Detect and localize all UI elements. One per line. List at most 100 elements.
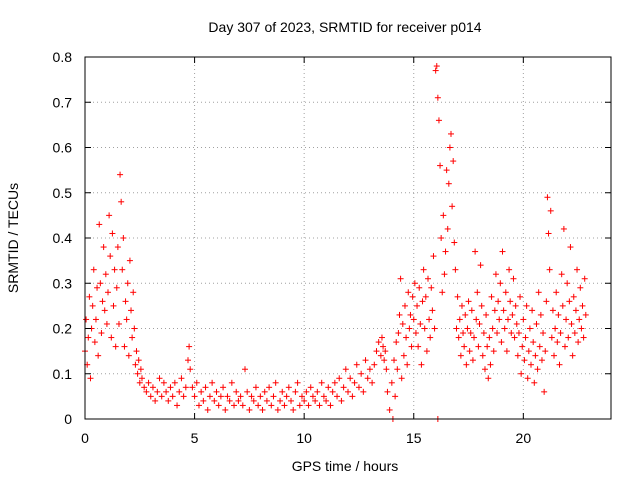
data-point <box>496 316 503 323</box>
data-point <box>396 311 403 318</box>
data-point <box>309 393 316 400</box>
data-point <box>508 330 515 337</box>
data-point <box>429 307 436 314</box>
data-point <box>114 244 121 251</box>
data-point <box>395 330 402 337</box>
data-point <box>555 311 562 318</box>
data-point <box>383 366 390 373</box>
data-point <box>525 348 532 355</box>
data-point <box>355 384 362 391</box>
data-point <box>95 352 102 359</box>
data-point <box>424 275 431 282</box>
x-tick-label: 20 <box>516 430 532 446</box>
data-point <box>414 302 421 309</box>
data-point <box>444 225 451 232</box>
data-point <box>101 307 108 314</box>
data-point <box>551 352 558 359</box>
data-point <box>377 352 384 359</box>
y-tick-label: 0.6 <box>53 140 73 156</box>
data-point <box>187 366 194 373</box>
data-point <box>369 379 376 386</box>
data-point <box>89 302 96 309</box>
data-point <box>565 334 572 341</box>
data-point <box>371 361 378 368</box>
data-point <box>255 402 262 409</box>
data-point <box>228 379 235 386</box>
data-point <box>497 280 504 287</box>
data-point <box>244 388 251 395</box>
data-point <box>327 402 334 409</box>
data-point <box>226 397 233 404</box>
data-point <box>98 330 105 337</box>
data-point <box>468 307 475 314</box>
data-point <box>136 379 143 386</box>
data-point <box>222 406 229 413</box>
data-point <box>578 325 585 332</box>
data-point <box>567 244 574 251</box>
data-point <box>430 253 437 260</box>
data-point <box>398 375 405 382</box>
data-point <box>158 393 165 400</box>
data-point <box>403 334 410 341</box>
data-point <box>149 384 156 391</box>
data-point <box>224 393 231 400</box>
data-point <box>465 298 472 305</box>
data-point <box>569 352 576 359</box>
data-point <box>334 393 341 400</box>
data-point <box>134 370 141 377</box>
data-point <box>408 343 415 350</box>
data-point <box>292 388 299 395</box>
data-point <box>303 388 310 395</box>
data-point <box>138 375 145 382</box>
data-point <box>549 307 556 314</box>
data-point <box>581 275 588 282</box>
data-point <box>231 402 238 409</box>
data-point <box>564 280 571 287</box>
data-point <box>466 348 473 355</box>
data-point <box>485 375 492 382</box>
data-point <box>503 348 510 355</box>
data-point <box>91 339 98 346</box>
data-point <box>546 266 553 273</box>
data-point <box>294 379 301 386</box>
data-point <box>268 402 275 409</box>
data-point <box>290 406 297 413</box>
data-point <box>182 384 189 391</box>
data-point <box>445 180 452 187</box>
data-point <box>492 271 499 278</box>
data-point <box>285 384 292 391</box>
data-point <box>437 162 444 169</box>
data-point <box>349 393 356 400</box>
data-point <box>131 325 138 332</box>
data-point <box>423 348 430 355</box>
data-point <box>498 339 505 346</box>
data-point <box>96 221 103 228</box>
data-point <box>126 257 133 264</box>
data-point <box>472 248 479 255</box>
data-point <box>189 384 196 391</box>
data-point <box>252 384 259 391</box>
data-point <box>572 307 579 314</box>
data-point <box>407 311 414 318</box>
data-point <box>338 397 345 404</box>
data-point <box>129 334 136 341</box>
data-point <box>453 325 460 332</box>
data-point <box>106 212 113 219</box>
data-point <box>561 343 568 350</box>
data-point <box>500 307 507 314</box>
data-point <box>473 316 480 323</box>
data-point <box>401 302 408 309</box>
data-point <box>123 316 130 323</box>
data-point <box>451 239 458 246</box>
data-point <box>519 343 526 350</box>
data-point <box>86 293 93 300</box>
data-point <box>163 388 170 395</box>
data-point <box>360 388 367 395</box>
data-point <box>325 384 332 391</box>
data-point <box>141 384 148 391</box>
data-point <box>563 316 570 323</box>
data-point <box>440 212 447 219</box>
data-point <box>288 397 295 404</box>
data-point <box>122 298 129 305</box>
